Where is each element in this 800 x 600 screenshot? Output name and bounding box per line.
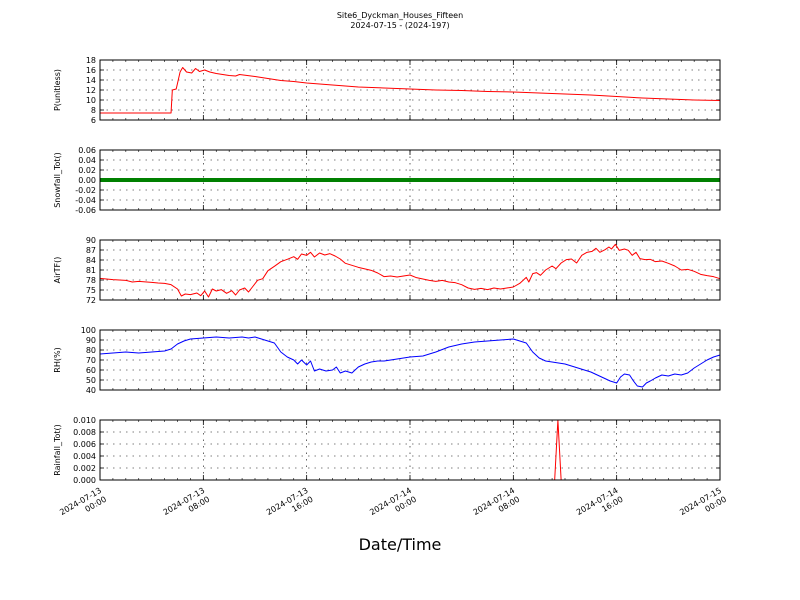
y-tick-label: -0.06 — [75, 206, 96, 215]
plot-frame — [99, 149, 721, 211]
x-tick-label: 2024-07-1500:00 — [678, 486, 728, 526]
y-tick-label: 0.00 — [78, 176, 96, 185]
plot-frame — [99, 329, 721, 391]
y-axis-label: Snowfall_Tot() — [53, 152, 62, 208]
y-tick-label: 0.010 — [73, 416, 96, 425]
series-line — [99, 336, 721, 388]
series-line — [100, 419, 720, 481]
y-tick-label: 90 — [86, 336, 96, 345]
y-tick-label: 0.008 — [73, 428, 96, 437]
y-tick-label: 0.02 — [78, 166, 96, 175]
x-tick-label: 2024-07-1300:00 — [58, 486, 108, 526]
y-tick-label: 40 — [86, 386, 96, 395]
y-tick-label: 16 — [86, 66, 96, 75]
y-tick-label: 80 — [86, 346, 96, 355]
panel-2: -0.06-0.04-0.020.000.020.040.06 Snowfall_… — [53, 146, 721, 215]
plot-frame — [99, 419, 721, 481]
y-tick-label: 84 — [86, 256, 96, 265]
plot-frame — [99, 59, 721, 121]
y-tick-label: 14 — [86, 76, 96, 85]
y-tick-label: 0.002 — [73, 464, 96, 473]
chart-title: Site6_Dyckman_Houses_Fifteen — [336, 11, 464, 20]
series-line — [99, 243, 721, 298]
y-tick-label: 18 — [86, 56, 96, 65]
y-tick-label: 6 — [91, 116, 96, 125]
y-tick-label: 100 — [81, 326, 96, 335]
y-tick-label: 0.06 — [78, 146, 96, 155]
y-tick-label: 12 — [86, 86, 96, 95]
y-tick-label: -0.04 — [75, 196, 96, 205]
y-tick-label: 0.04 — [78, 156, 96, 165]
y-tick-label: 0.000 — [73, 476, 96, 485]
plot-frame — [99, 239, 721, 301]
y-tick-label: -0.02 — [75, 186, 96, 195]
y-tick-label: 78 — [86, 276, 96, 285]
x-tick-label: 2024-07-1308:00 — [162, 486, 212, 526]
y-tick-label: 10 — [86, 96, 96, 105]
y-axis-label: AirTF() — [53, 257, 62, 284]
y-tick-label: 72 — [86, 296, 96, 305]
chart-subtitle: 2024-07-15 - (2024-197) — [350, 21, 450, 30]
y-axis-label: P(unitless) — [53, 69, 62, 111]
y-tick-label: 50 — [86, 376, 96, 385]
y-axis-label: RH(%) — [53, 347, 62, 372]
y-tick-label: 70 — [86, 356, 96, 365]
y-tick-label: 0.006 — [73, 440, 96, 449]
y-tick-label: 87 — [86, 246, 96, 255]
x-tick-label: 2024-07-1416:00 — [575, 486, 625, 526]
y-tick-label: 8 — [91, 106, 96, 115]
y-tick-label: 0.004 — [73, 452, 96, 461]
x-tick-label: 2024-07-1400:00 — [368, 486, 418, 526]
x-tick-label: 2024-07-1316:00 — [265, 486, 315, 526]
y-tick-label: 90 — [86, 236, 96, 245]
panel-5: 0.000 0.002 0.004 0.006 0.008 0.010 Rainfall_T… — [53, 416, 721, 485]
y-tick-label: 81 — [86, 266, 96, 275]
x-axis-label: Date/Time — [358, 535, 442, 554]
y-tick-label: 60 — [86, 366, 96, 375]
x-tick-label: 2024-07-1408:00 — [472, 486, 522, 526]
series-line — [100, 67, 721, 114]
y-axis-label: Rainfall_Tot() — [53, 424, 62, 476]
y-tick-label: 75 — [86, 286, 96, 295]
